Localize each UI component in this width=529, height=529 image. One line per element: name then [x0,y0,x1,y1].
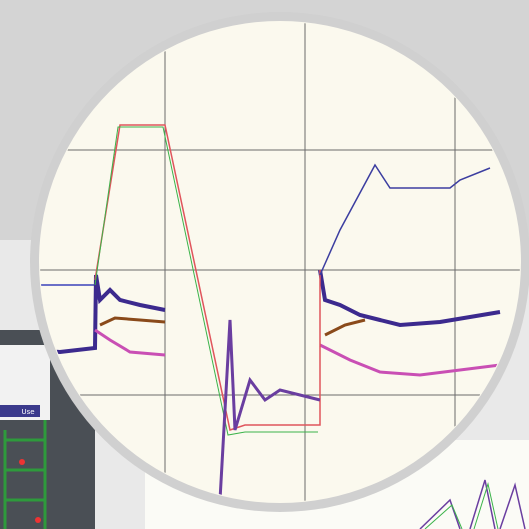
lens [39,21,521,503]
indicator [19,459,25,465]
scene: Use [0,0,529,529]
indicator [35,517,41,523]
button-label: Use [21,408,34,416]
